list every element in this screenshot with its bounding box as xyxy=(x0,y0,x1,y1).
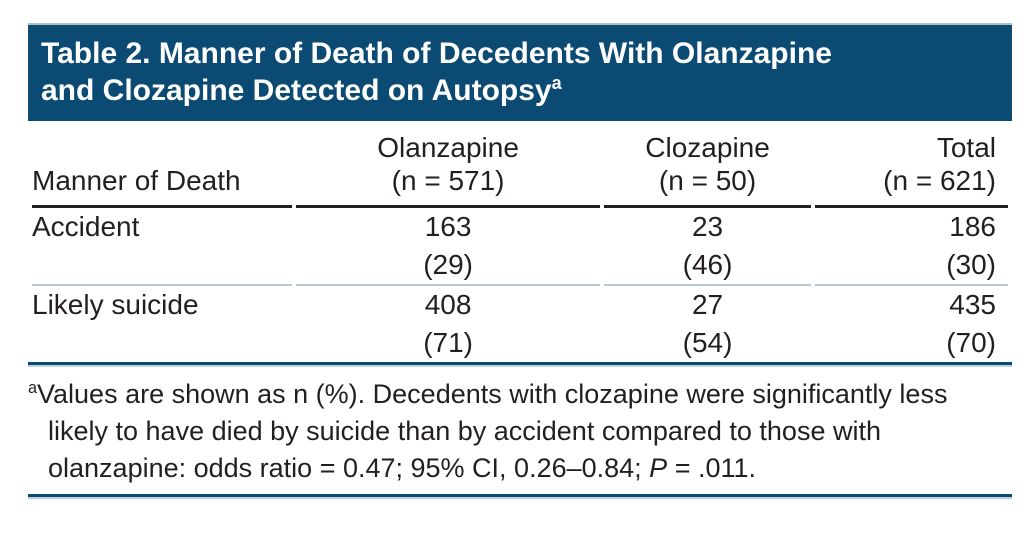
cell-suicide-olanzapine: 408 (71) xyxy=(296,286,600,362)
table-body-bottom-rule xyxy=(28,362,1012,365)
column-header-clozapine: Clozapine (n = 50) xyxy=(603,131,812,208)
column-header-n: (n = 621) xyxy=(883,165,996,196)
row-label-text: Likely suicide xyxy=(32,289,199,320)
cell-percent: (70) xyxy=(946,327,996,358)
footnote-text-3: olanzapine: odds ratio = 0.47; 95% CI, 0… xyxy=(48,453,650,483)
column-header-label: Olanzapine xyxy=(377,132,519,163)
figure-bottom-rule-shadow xyxy=(28,497,1012,499)
table-figure: Table 2. Manner of Death of Decedents Wi… xyxy=(28,23,1012,499)
cell-suicide-clozapine: 27 (54) xyxy=(604,286,811,362)
footnote-line-3: olanzapine: odds ratio = 0.47; 95% CI, 0… xyxy=(28,450,1012,487)
table-title-footnote-marker: a xyxy=(551,73,562,93)
row-label: Likely suicide xyxy=(32,286,292,362)
cell-value: 408 xyxy=(424,289,472,320)
column-header-manner-of-death: Manner of Death xyxy=(32,131,293,208)
table-row-accident: Accident 163 (29) 23 (46) 186 (30) xyxy=(32,208,1008,286)
footnote-p-italic: P xyxy=(649,453,668,483)
footnote-text-2: likely to have died by suicide than by a… xyxy=(48,416,881,446)
cell-percent: (29) xyxy=(423,249,473,280)
cell-value: 186 xyxy=(949,211,996,242)
figure-bottom-rules xyxy=(28,494,1012,499)
footnote-line-2: likely to have died by suicide than by a… xyxy=(28,413,1012,450)
cell-percent: (46) xyxy=(682,249,733,280)
cell-accident-total: 186 (30) xyxy=(815,208,1008,286)
footnote-text-4: = .011. xyxy=(667,453,757,483)
column-header-label: Manner of Death xyxy=(32,165,241,196)
figure-bottom-rule xyxy=(28,494,1012,497)
column-header-label: Clozapine xyxy=(645,132,770,163)
cell-value: 163 xyxy=(424,211,472,242)
cell-percent: (30) xyxy=(946,249,996,280)
cell-percent: (71) xyxy=(423,327,473,358)
row-label: Accident xyxy=(32,208,293,286)
manner-of-death-table: Manner of Death Olanzapine (n = 571) Clo… xyxy=(28,131,1012,362)
cell-percent: (54) xyxy=(682,327,733,358)
column-header-total: Total (n = 621) xyxy=(815,131,1008,208)
table-title-text-1: Table 2. Manner of Death of Decedents Wi… xyxy=(41,37,832,70)
cell-accident-clozapine: 23 (46) xyxy=(603,208,812,286)
cell-suicide-total: 435 (70) xyxy=(815,286,1008,362)
table-body-bottom-rule-shadow xyxy=(28,365,1012,367)
cell-accident-olanzapine: 163 (29) xyxy=(296,208,600,286)
footnote-line-1: aValues are shown as n (%). Decedents wi… xyxy=(28,376,1012,413)
column-header-n: (n = 571) xyxy=(391,165,505,196)
footnote-text-1: Values are shown as n (%). Decedents wit… xyxy=(37,379,948,409)
cell-value: 23 xyxy=(691,211,724,242)
cell-value: 435 xyxy=(949,289,996,320)
column-header-olanzapine: Olanzapine (n = 571) xyxy=(296,131,600,208)
table-title-line2: and Clozapine Detected on Autopsya xyxy=(41,72,998,109)
row-label-text: Accident xyxy=(32,211,140,242)
table-row-likely-suicide: Likely suicide 408 (71) 27 (54) 435 (70) xyxy=(32,286,1008,362)
table-title-line1: Table 2. Manner of Death of Decedents Wi… xyxy=(41,35,998,72)
table-title-band: Table 2. Manner of Death of Decedents Wi… xyxy=(28,23,1012,121)
footnote-marker: a xyxy=(28,379,38,397)
table-footnote: aValues are shown as n (%). Decedents wi… xyxy=(28,376,1012,487)
column-header-n: (n = 50) xyxy=(658,165,757,196)
table-title-text-2: and Clozapine Detected on Autopsy xyxy=(41,74,552,107)
table-header-row: Manner of Death Olanzapine (n = 571) Clo… xyxy=(32,131,1008,208)
cell-value: 27 xyxy=(691,289,724,320)
column-header-label: Total xyxy=(936,132,996,163)
